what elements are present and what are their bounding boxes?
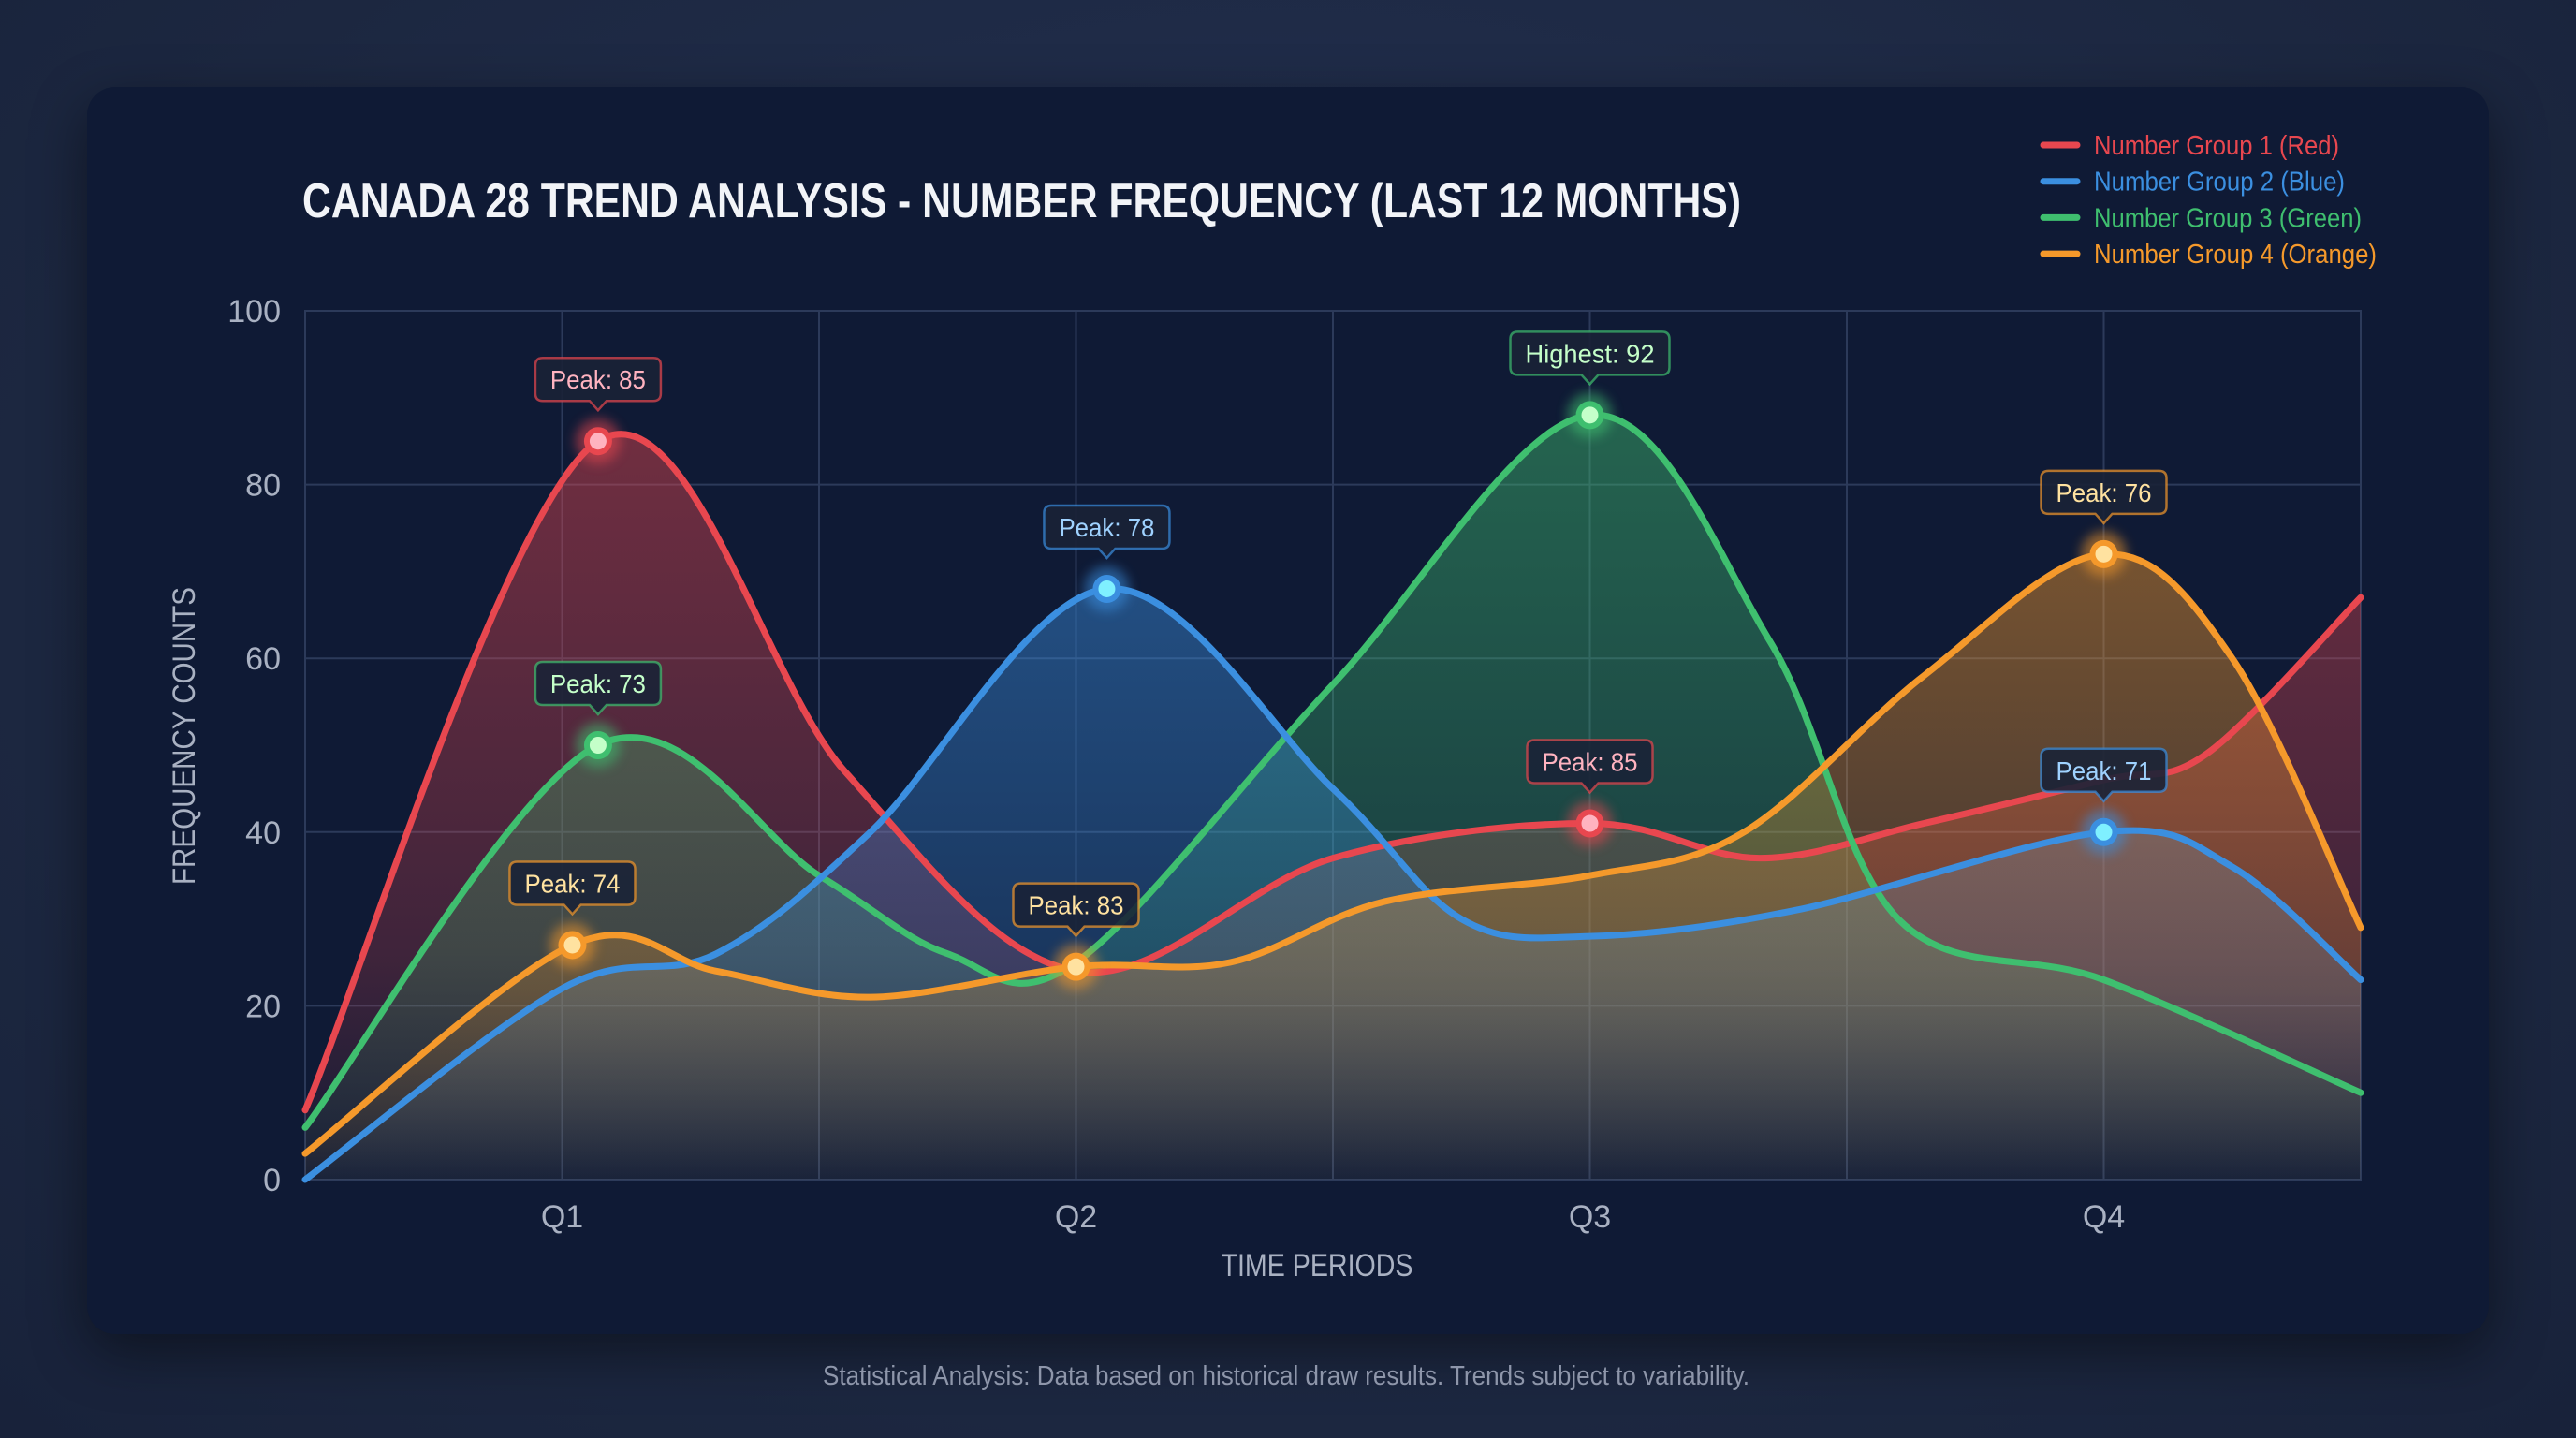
x-axis-title: TIME PERIODS — [1222, 1248, 1413, 1284]
axis-ticks: 0 20 40 60 80 100 Q1 Q2 Q3 Q4 — [227, 294, 2125, 1235]
series-line-3 — [301, 411, 2364, 1131]
y-tick-label: 0 — [263, 1163, 281, 1198]
data-point-marker-core — [589, 433, 607, 450]
annotation-box — [534, 356, 663, 413]
annotation-label: Peak: 74 — [524, 869, 620, 898]
legend-item-1[interactable]: Number Group 1 (Red) — [2094, 131, 2339, 161]
annotations: Peak: 85 Peak: 73 Peak: 74 Peak: 78 Peak: 83… — [508, 330, 2168, 938]
y-tick-label: 80 — [245, 468, 281, 504]
annotation-label: Peak: 83 — [1029, 891, 1124, 920]
data-point-marker-core — [1581, 814, 1599, 832]
annotation-box — [534, 660, 663, 716]
annotation-label: Peak: 73 — [550, 669, 646, 698]
x-tick-label: Q4 — [2083, 1199, 2125, 1235]
series-area-4 — [305, 553, 2361, 1180]
footer-note: Statistical Analysis: Data based on hist… — [823, 1361, 1749, 1391]
annotation-box — [2040, 747, 2168, 803]
legend-item-2[interactable]: Number Group 2 (Blue) — [2094, 168, 2345, 198]
legend-item-3[interactable]: Number Group 3 (Green) — [2094, 203, 2362, 233]
data-point-marker-core — [1098, 580, 1116, 597]
y-tick-label: 60 — [245, 641, 281, 677]
y-tick-label: 100 — [227, 294, 281, 330]
annotation-label: Peak: 71 — [2056, 756, 2152, 785]
data-point-marker-core — [589, 737, 607, 754]
data-point-marker-core — [1581, 406, 1599, 424]
annotation-label: Highest: 92 — [1526, 339, 1655, 368]
annotation-label: Peak: 85 — [1543, 748, 1638, 777]
annotation-label: Peak: 76 — [2056, 478, 2152, 507]
annotation-box — [2040, 469, 2168, 525]
x-tick-label: Q2 — [1055, 1199, 1097, 1235]
annotation-box — [1043, 504, 1171, 560]
data-point-marker-core — [2095, 823, 2113, 841]
annotation-box — [1526, 739, 1654, 795]
chart-title: CANADA 28 TREND ANALYSIS - NUMBER FREQUE… — [302, 174, 1741, 228]
legend-item-4[interactable]: Number Group 4 (Orange) — [2094, 240, 2377, 270]
legend[interactable]: Number Group 1 (Red) Number Group 2 (Blue… — [2040, 131, 2377, 270]
data-point-marker-core — [564, 936, 581, 954]
data-point-marker-core — [2095, 545, 2113, 563]
annotation-box — [508, 860, 637, 917]
peak-markers — [549, 392, 2127, 990]
annotation-box — [1509, 330, 1671, 387]
data-point-marker-core — [1067, 958, 1085, 976]
annotation-label: Peak: 78 — [1059, 513, 1154, 542]
y-tick-label: 40 — [245, 815, 281, 851]
x-tick-label: Q3 — [1569, 1199, 1611, 1235]
x-tick-label: Q1 — [541, 1199, 583, 1235]
y-axis-title: FREQUENCY COUNTS — [167, 587, 202, 885]
annotation-label: Peak: 85 — [550, 365, 646, 394]
y-tick-label: 20 — [245, 989, 281, 1024]
annotation-box — [1012, 882, 1140, 938]
